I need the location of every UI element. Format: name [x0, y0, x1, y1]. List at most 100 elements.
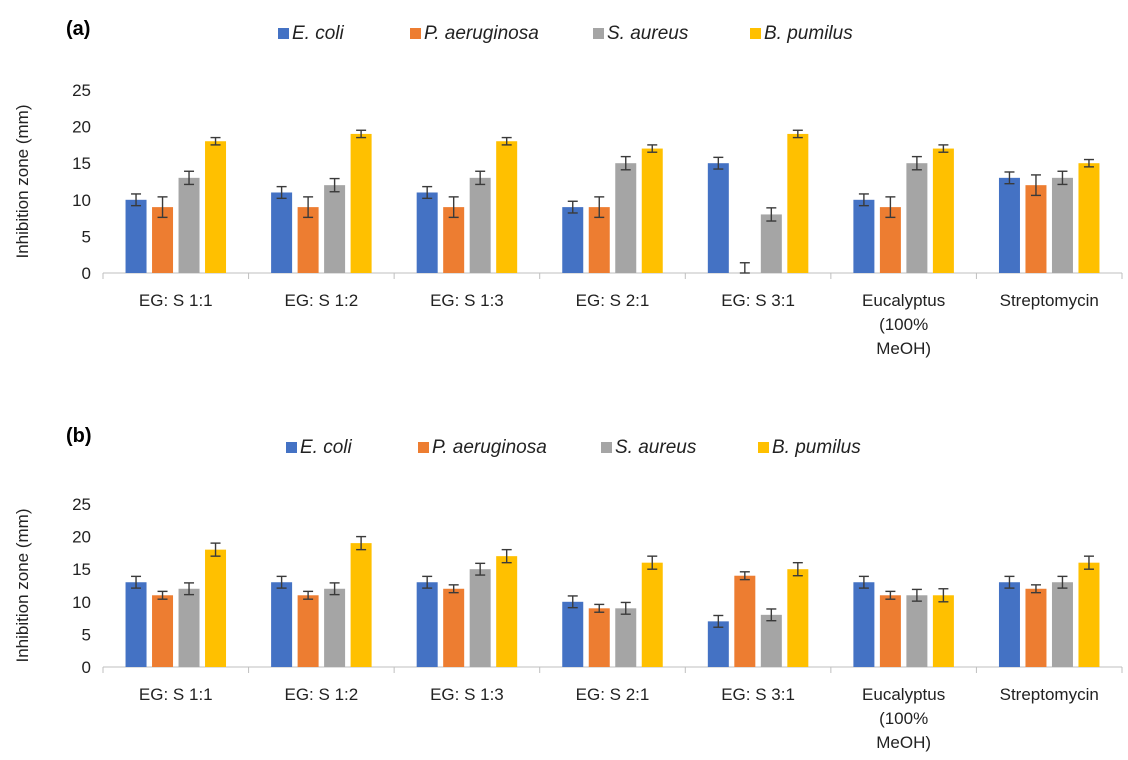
error-bar — [131, 193, 142, 207]
chart-panel-a: (a) E. coli P. aeruginosa S. aureus B. pumil… — [13, 18, 1123, 358]
x-tick-label-line: Eucalyptus — [862, 685, 945, 704]
error-bar — [594, 603, 605, 613]
x-tick-label-line: EG: S 1:2 — [285, 685, 359, 704]
x-tick-label: EG: S 1:2 — [285, 685, 359, 704]
bar-b-pumilus — [350, 543, 372, 667]
legend-swatch — [758, 442, 769, 453]
x-tick-label: EG: S 1:3 — [430, 291, 504, 310]
legend-label: E. coli — [292, 23, 345, 44]
legend-swatch — [418, 442, 429, 453]
bar-b-pumilus — [496, 556, 518, 667]
error-bar — [647, 144, 658, 153]
error-bar — [1057, 170, 1068, 186]
x-tick-label: EG: S 1:3 — [430, 685, 504, 704]
y-tick-label: 15 — [72, 154, 91, 173]
bar-s-aureus — [469, 177, 491, 273]
error-bar — [501, 136, 512, 146]
y-tick-label: 5 — [82, 625, 91, 644]
x-tick-label-line: EG: S 2:1 — [576, 685, 650, 704]
bar-s-aureus — [906, 595, 928, 667]
error-bar — [911, 588, 922, 602]
bar-s-aureus — [469, 569, 491, 667]
error-bar — [303, 196, 314, 219]
error-bar — [329, 177, 340, 193]
bar-b-pumilus — [350, 133, 372, 273]
bar-e-coli — [562, 207, 584, 273]
x-tick-label-line: EG: S 2:1 — [576, 291, 650, 310]
error-bar — [448, 196, 459, 219]
error-bar — [567, 595, 578, 609]
bar-p-aeruginosa — [1025, 588, 1047, 667]
x-tick-label-line: Eucalyptus — [862, 291, 945, 310]
bar-s-aureus — [324, 588, 346, 667]
bar-e-coli — [707, 621, 729, 667]
bar-p-aeruginosa — [443, 588, 465, 667]
bar-s-aureus — [1051, 582, 1073, 667]
x-tick-label-line: EG: S 3:1 — [721, 685, 795, 704]
bar-p-aeruginosa — [1025, 185, 1047, 273]
bar-b-pumilus — [932, 595, 954, 667]
bar-s-aureus — [615, 163, 637, 273]
bar-e-coli — [125, 582, 147, 667]
chart-panel-b: (b) E. coli P. aeruginosa S. aureus B. pumil… — [13, 425, 1123, 752]
bar-b-pumilus — [205, 141, 227, 273]
x-tick-label: Streptomycin — [1000, 685, 1099, 704]
error-bar — [184, 582, 195, 596]
error-bar — [1004, 575, 1015, 589]
error-bar — [276, 185, 287, 200]
x-tick-label: Eucalyptus (100% MeOH) — [862, 291, 945, 358]
bar-p-aeruginosa — [734, 575, 756, 667]
bar-e-coli — [271, 582, 293, 667]
y-tick-label: 25 — [72, 81, 91, 100]
bar-p-aeruginosa — [152, 595, 174, 667]
x-tick-label: EG: S 1:2 — [285, 291, 359, 310]
bar-b-pumilus — [205, 549, 227, 667]
bar-e-coli — [853, 199, 875, 273]
error-bar — [858, 193, 869, 207]
bar-p-aeruginosa — [152, 207, 174, 273]
error-bar — [422, 185, 433, 200]
x-tick-label: EG: S 3:1 — [721, 291, 795, 310]
y-tick-label: 5 — [82, 227, 91, 246]
x-tick-label: EG: S 2:1 — [576, 291, 650, 310]
error-bar — [276, 575, 287, 589]
error-bar — [131, 575, 142, 589]
bar-s-aureus — [1051, 177, 1073, 273]
error-bar — [647, 555, 658, 570]
x-tick-label-line: EG: S 1:1 — [139, 685, 213, 704]
x-tick-label: Eucalyptus (100% MeOH) — [862, 685, 945, 752]
x-tick-label-line: EG: S 1:3 — [430, 291, 504, 310]
x-tick-label-line: EG: S 1:3 — [430, 685, 504, 704]
error-bar — [792, 129, 803, 139]
bar-s-aureus — [324, 185, 346, 273]
bar-p-aeruginosa — [588, 608, 610, 667]
bar-e-coli — [998, 177, 1020, 273]
bar-p-aeruginosa — [879, 595, 901, 667]
error-bar — [448, 584, 459, 594]
error-bar — [184, 170, 195, 186]
error-bar — [356, 535, 367, 551]
y-tick-label: 25 — [72, 495, 91, 514]
legend-label: B. pumilus — [764, 23, 853, 44]
bar-p-aeruginosa — [879, 207, 901, 273]
error-bar — [1030, 584, 1041, 594]
bar-b-pumilus — [787, 569, 809, 667]
x-tick-label-line: MeOH) — [876, 339, 931, 358]
bar-p-aeruginosa — [297, 595, 319, 667]
y-tick-label: 0 — [82, 658, 91, 677]
error-bar — [475, 170, 486, 186]
bar-s-aureus — [760, 214, 782, 273]
bar-e-coli — [707, 163, 729, 273]
y-axis-label: Inhibition zone (mm) — [13, 104, 32, 258]
bar-e-coli — [853, 582, 875, 667]
error-bar — [210, 136, 221, 146]
error-bar — [329, 582, 340, 596]
error-bar — [1030, 174, 1041, 197]
y-tick-label: 10 — [72, 191, 91, 210]
legend-label: P. aeruginosa — [432, 437, 547, 458]
error-bar — [766, 207, 777, 222]
error-bar — [713, 156, 724, 170]
y-tick-label: 10 — [72, 593, 91, 612]
error-bar — [567, 200, 578, 214]
